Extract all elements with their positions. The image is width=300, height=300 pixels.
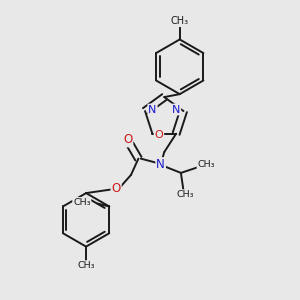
Text: CH₃: CH₃ xyxy=(171,16,189,26)
Text: CH₃: CH₃ xyxy=(176,190,194,199)
Text: CH₃: CH₃ xyxy=(197,160,215,169)
Text: O: O xyxy=(112,182,121,195)
Text: N: N xyxy=(148,105,157,115)
Text: N: N xyxy=(156,158,165,171)
Text: O: O xyxy=(123,134,132,146)
Text: CH₃: CH₃ xyxy=(73,198,91,207)
Text: O: O xyxy=(154,130,163,140)
Text: N: N xyxy=(172,105,180,115)
Text: CH₃: CH₃ xyxy=(77,261,95,270)
